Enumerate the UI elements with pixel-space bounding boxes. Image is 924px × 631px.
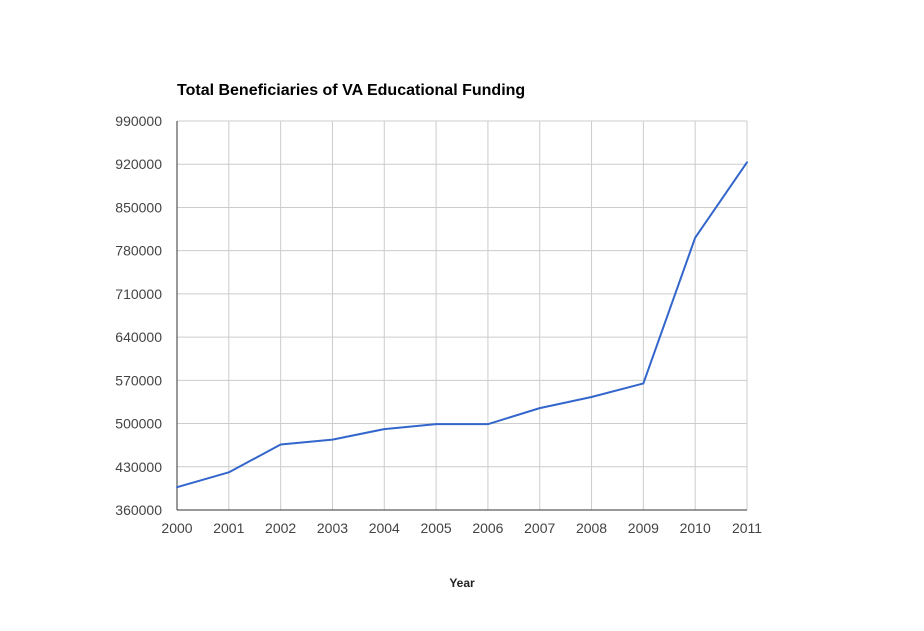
x-tick-label: 2000 [161,520,192,536]
x-tick-label: 2004 [369,520,400,536]
y-tick-label: 500000 [115,416,162,432]
x-tick-label: 2006 [472,520,503,536]
x-tick-label: 2009 [628,520,659,536]
x-tick-label: 2011 [732,520,762,536]
y-tick-label: 780000 [115,243,162,259]
y-axis-tick-labels: 990000 920000 850000 780000 710000 640000 5700… [115,113,162,518]
series-layer [176,161,748,489]
x-axis-tick-labels: 2000 2001 2002 2003 2004 2005 2006 2007 2008 2009… [161,520,762,536]
x-axis-title: Year [449,576,475,590]
y-tick-label: 990000 [115,113,162,129]
x-tick-label: 2007 [524,520,555,536]
y-tick-label: 360000 [115,502,162,518]
y-tick-label: 570000 [115,372,162,388]
y-tick-label: 920000 [115,156,162,172]
y-tick-label: 640000 [115,329,162,345]
x-tick-label: 2008 [576,520,607,536]
x-tick-label: 2003 [317,520,348,536]
axes [176,121,747,511]
x-tick-label: 2010 [680,520,711,536]
series-line [176,161,748,489]
x-tick-label: 2002 [265,520,296,536]
gridlines [176,120,748,511]
y-tick-label: 850000 [115,199,162,215]
x-tick-label: 2001 [213,520,244,536]
y-tick-label: 430000 [115,459,162,475]
chart-title: Total Beneficiaries of VA Educational Fu… [177,82,525,99]
x-tick-label: 2005 [421,520,452,536]
y-tick-label: 710000 [115,286,162,302]
